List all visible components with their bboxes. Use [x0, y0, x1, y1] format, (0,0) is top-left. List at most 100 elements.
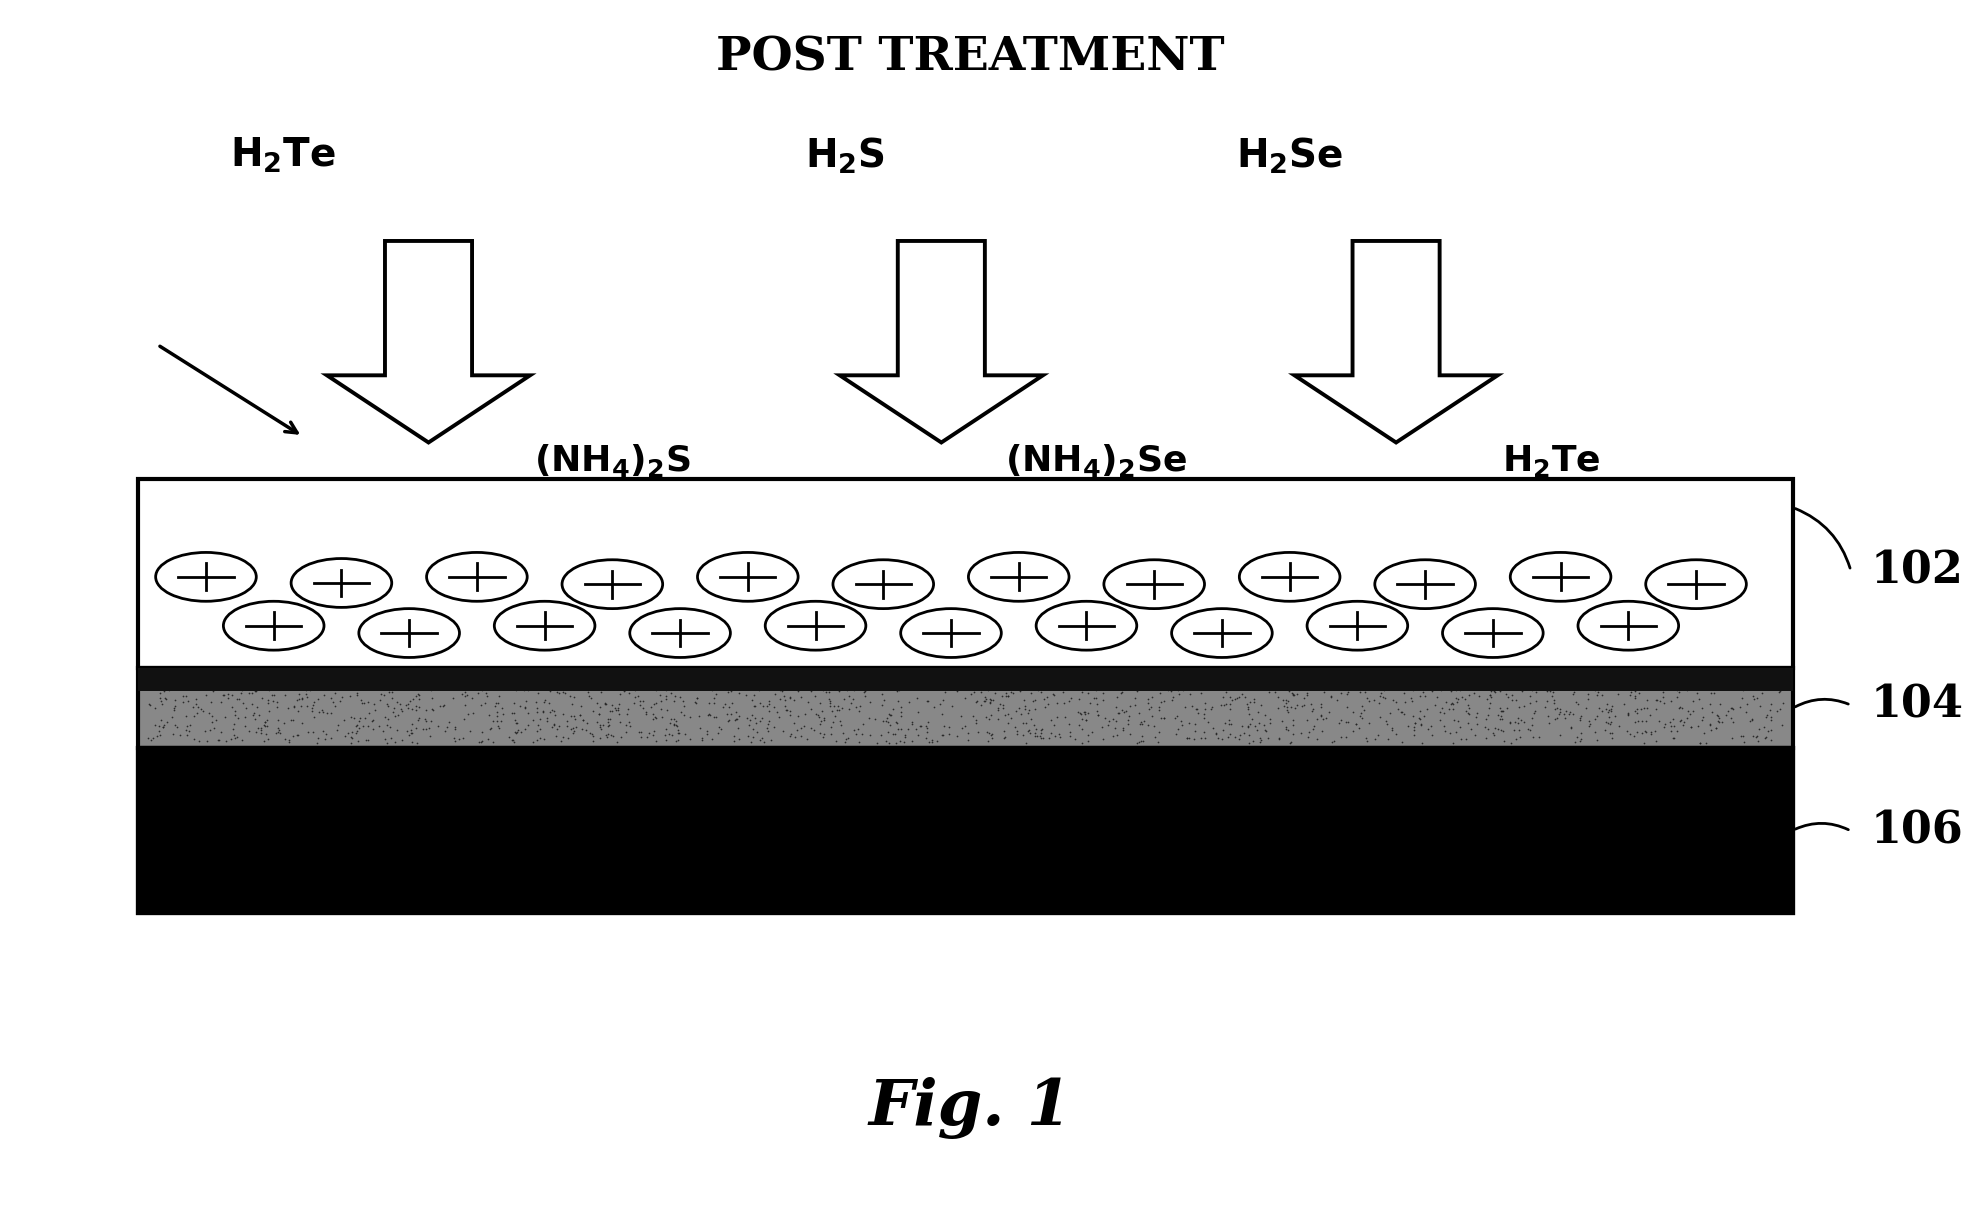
Point: [343, 672, 374, 692]
Ellipse shape: [224, 601, 325, 650]
Point: [970, 692, 1002, 712]
Point: [1491, 671, 1523, 691]
Point: [261, 697, 293, 717]
Point: [693, 693, 725, 713]
Point: [927, 672, 958, 692]
Point: [141, 726, 172, 746]
Point: [1026, 729, 1057, 748]
Point: [590, 677, 622, 697]
Point: [857, 664, 889, 683]
Point: [976, 725, 1008, 745]
Point: [172, 692, 204, 712]
Point: [370, 729, 402, 748]
Point: [871, 721, 903, 741]
Point: [612, 699, 644, 719]
Point: [212, 665, 244, 685]
Point: [990, 726, 1022, 746]
Point: [1325, 683, 1356, 703]
Point: [1034, 729, 1065, 748]
Point: [164, 725, 196, 745]
Point: [1487, 721, 1519, 741]
Point: [1014, 720, 1045, 740]
Point: [1544, 725, 1576, 745]
Point: [1612, 703, 1643, 723]
Point: [653, 724, 685, 744]
Point: [158, 698, 190, 718]
Point: [1608, 676, 1639, 696]
Point: [1394, 688, 1426, 708]
Point: [135, 730, 166, 750]
Point: [1655, 717, 1687, 736]
Point: [956, 707, 988, 726]
Point: [782, 681, 814, 701]
Point: [1127, 714, 1158, 734]
Point: [1641, 690, 1673, 709]
Point: [594, 702, 626, 721]
Point: [1754, 708, 1786, 728]
Point: [758, 697, 790, 717]
Point: [948, 717, 980, 736]
Point: [529, 671, 560, 691]
Point: [376, 688, 408, 708]
Point: [881, 681, 913, 701]
Point: [152, 681, 184, 701]
Point: [853, 725, 885, 745]
Point: [673, 730, 705, 750]
Point: [903, 702, 935, 721]
Point: [1228, 664, 1259, 683]
Point: [1224, 729, 1255, 748]
Point: [1166, 715, 1198, 735]
Point: [1661, 687, 1693, 707]
Point: [481, 672, 513, 692]
Point: [444, 729, 475, 748]
Point: [719, 731, 750, 751]
Point: [1388, 704, 1420, 724]
Point: [1101, 687, 1133, 707]
Point: [586, 715, 618, 735]
Point: [525, 729, 556, 748]
Point: [1703, 712, 1734, 731]
Point: [438, 688, 469, 708]
Point: [960, 691, 992, 710]
Point: [432, 717, 463, 736]
Point: [346, 690, 378, 709]
Point: [982, 699, 1014, 719]
Point: [659, 715, 691, 735]
Point: [430, 680, 461, 699]
Point: [1536, 682, 1568, 702]
Point: [396, 699, 428, 719]
Point: [546, 704, 578, 724]
Point: [1107, 702, 1138, 721]
Ellipse shape: [291, 558, 392, 607]
Point: [931, 670, 962, 690]
Point: [566, 710, 598, 730]
Point: [610, 715, 642, 735]
Point: [1596, 701, 1628, 720]
Point: [1028, 690, 1059, 709]
Point: [663, 667, 695, 687]
Point: [810, 669, 842, 688]
Point: [1657, 679, 1689, 698]
Point: [299, 708, 331, 728]
Point: [709, 677, 741, 697]
Point: [984, 694, 1016, 714]
Point: [1436, 693, 1467, 713]
Point: [1531, 682, 1562, 702]
Point: [400, 701, 432, 720]
Point: [1269, 717, 1301, 736]
Point: [978, 690, 1010, 709]
Point: [1158, 708, 1190, 728]
Point: [521, 730, 552, 750]
Point: [1327, 679, 1358, 698]
Point: [1519, 703, 1550, 723]
Point: [1129, 710, 1160, 730]
Point: [739, 670, 770, 690]
Point: [1713, 702, 1744, 721]
Point: [620, 687, 651, 707]
Point: [1485, 681, 1517, 701]
Point: [1485, 674, 1517, 693]
Point: [1592, 707, 1624, 726]
Point: [929, 717, 960, 736]
Point: [1437, 733, 1469, 752]
Point: [1750, 706, 1782, 725]
